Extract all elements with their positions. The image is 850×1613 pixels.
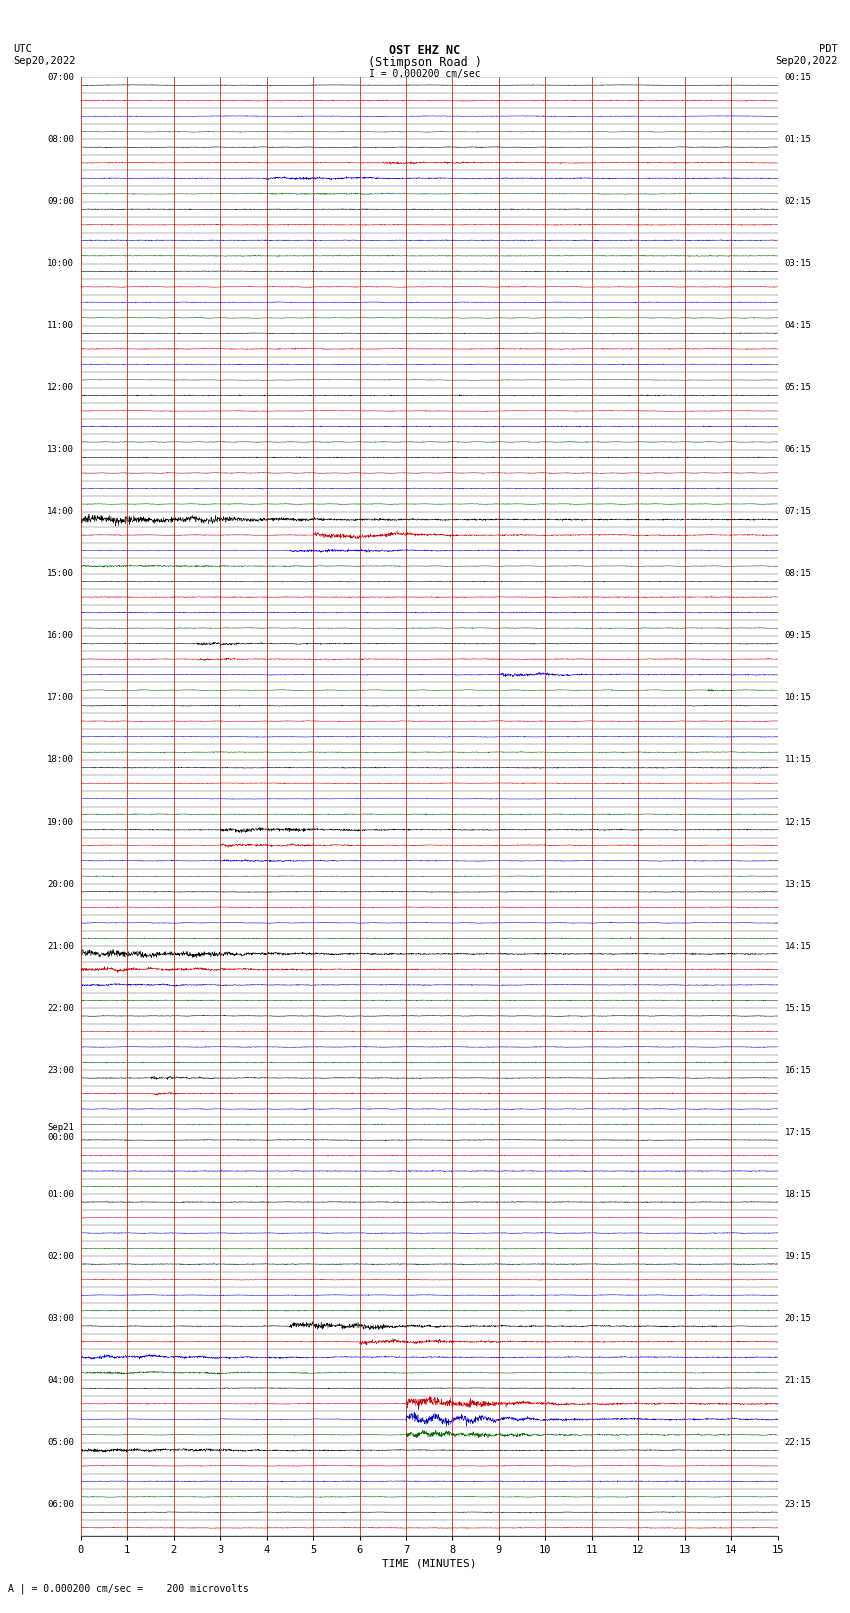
Text: 08:15: 08:15 (785, 569, 812, 579)
X-axis label: TIME (MINUTES): TIME (MINUTES) (382, 1558, 477, 1569)
Text: 13:00: 13:00 (47, 445, 74, 455)
Text: 00:15: 00:15 (785, 73, 812, 82)
Text: 10:00: 10:00 (47, 260, 74, 268)
Text: 20:00: 20:00 (47, 879, 74, 889)
Text: 09:00: 09:00 (47, 197, 74, 206)
Text: 03:00: 03:00 (47, 1315, 74, 1323)
Text: 01:15: 01:15 (785, 135, 812, 144)
Text: Sep21
00:00: Sep21 00:00 (47, 1123, 74, 1142)
Text: 22:00: 22:00 (47, 1003, 74, 1013)
Text: 14:00: 14:00 (47, 506, 74, 516)
Text: 06:15: 06:15 (785, 445, 812, 455)
Text: 05:00: 05:00 (47, 1439, 74, 1447)
Text: Sep20,2022: Sep20,2022 (13, 56, 76, 66)
Text: 17:15: 17:15 (785, 1127, 812, 1137)
Text: 10:15: 10:15 (785, 694, 812, 702)
Text: 22:15: 22:15 (785, 1439, 812, 1447)
Text: 01:00: 01:00 (47, 1190, 74, 1198)
Text: 12:15: 12:15 (785, 818, 812, 826)
Text: 05:15: 05:15 (785, 384, 812, 392)
Text: 17:00: 17:00 (47, 694, 74, 702)
Text: 03:15: 03:15 (785, 260, 812, 268)
Text: 02:15: 02:15 (785, 197, 812, 206)
Text: 11:00: 11:00 (47, 321, 74, 331)
Text: 19:15: 19:15 (785, 1252, 812, 1261)
Text: 23:00: 23:00 (47, 1066, 74, 1074)
Text: 07:00: 07:00 (47, 73, 74, 82)
Text: 12:00: 12:00 (47, 384, 74, 392)
Text: 11:15: 11:15 (785, 755, 812, 765)
Text: 16:15: 16:15 (785, 1066, 812, 1074)
Text: PDT: PDT (819, 44, 837, 53)
Text: Sep20,2022: Sep20,2022 (774, 56, 837, 66)
Text: 09:15: 09:15 (785, 631, 812, 640)
Text: A | = 0.000200 cm/sec =    200 microvolts: A | = 0.000200 cm/sec = 200 microvolts (8, 1582, 249, 1594)
Text: 16:00: 16:00 (47, 631, 74, 640)
Text: 02:00: 02:00 (47, 1252, 74, 1261)
Text: 21:15: 21:15 (785, 1376, 812, 1386)
Text: 04:15: 04:15 (785, 321, 812, 331)
Text: 23:15: 23:15 (785, 1500, 812, 1510)
Text: UTC: UTC (13, 44, 31, 53)
Text: I = 0.000200 cm/sec: I = 0.000200 cm/sec (369, 69, 481, 79)
Text: 19:00: 19:00 (47, 818, 74, 826)
Text: 06:00: 06:00 (47, 1500, 74, 1510)
Text: 14:15: 14:15 (785, 942, 812, 950)
Text: 18:15: 18:15 (785, 1190, 812, 1198)
Text: 07:15: 07:15 (785, 506, 812, 516)
Text: 13:15: 13:15 (785, 879, 812, 889)
Text: (Stimpson Road ): (Stimpson Road ) (368, 56, 482, 69)
Text: 15:15: 15:15 (785, 1003, 812, 1013)
Text: 04:00: 04:00 (47, 1376, 74, 1386)
Text: 08:00: 08:00 (47, 135, 74, 144)
Text: 21:00: 21:00 (47, 942, 74, 950)
Text: 15:00: 15:00 (47, 569, 74, 579)
Text: 18:00: 18:00 (47, 755, 74, 765)
Text: OST EHZ NC: OST EHZ NC (389, 44, 461, 56)
Text: 20:15: 20:15 (785, 1315, 812, 1323)
